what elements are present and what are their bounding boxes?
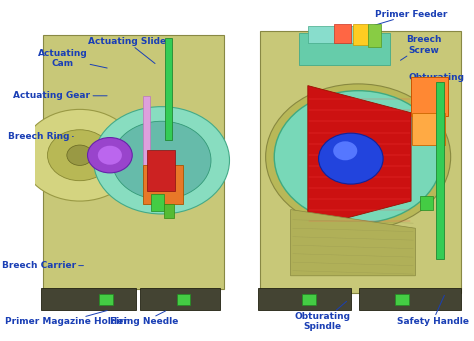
Text: Breech Ring: Breech Ring <box>8 132 73 141</box>
Text: Firing Needle: Firing Needle <box>110 311 179 326</box>
Polygon shape <box>291 210 415 276</box>
Text: Primer Magazine Holder: Primer Magazine Holder <box>5 310 128 326</box>
FancyBboxPatch shape <box>258 288 351 310</box>
Circle shape <box>319 133 383 184</box>
FancyBboxPatch shape <box>353 25 368 45</box>
Text: Obturating
Pad: Obturating Pad <box>409 73 465 97</box>
Text: Breech Carrier: Breech Carrier <box>2 261 83 270</box>
FancyBboxPatch shape <box>177 294 191 305</box>
FancyBboxPatch shape <box>261 31 461 293</box>
FancyBboxPatch shape <box>359 288 461 310</box>
FancyBboxPatch shape <box>412 113 445 145</box>
FancyBboxPatch shape <box>419 196 433 210</box>
Text: Breech
Screw: Breech Screw <box>401 35 442 60</box>
FancyBboxPatch shape <box>147 150 175 191</box>
FancyBboxPatch shape <box>411 77 447 116</box>
Text: Safety Handle: Safety Handle <box>397 295 469 326</box>
Text: Actuating Slide: Actuating Slide <box>88 37 166 63</box>
Polygon shape <box>308 86 411 228</box>
Circle shape <box>333 141 357 160</box>
Text: Obturating
Spindle: Obturating Spindle <box>295 301 351 331</box>
Circle shape <box>112 121 211 199</box>
Circle shape <box>22 109 138 201</box>
FancyBboxPatch shape <box>99 294 113 305</box>
FancyBboxPatch shape <box>43 35 224 290</box>
FancyBboxPatch shape <box>164 38 172 140</box>
FancyBboxPatch shape <box>302 294 316 305</box>
Circle shape <box>274 91 442 223</box>
Circle shape <box>47 130 112 181</box>
FancyBboxPatch shape <box>395 294 409 305</box>
Text: Actuating Gear: Actuating Gear <box>13 91 107 100</box>
FancyBboxPatch shape <box>151 194 164 211</box>
FancyBboxPatch shape <box>144 96 150 170</box>
Circle shape <box>98 146 122 165</box>
Circle shape <box>93 107 229 214</box>
FancyBboxPatch shape <box>41 288 136 310</box>
FancyBboxPatch shape <box>164 205 174 218</box>
Circle shape <box>67 145 93 165</box>
FancyBboxPatch shape <box>140 288 219 310</box>
Circle shape <box>265 84 451 230</box>
Text: Actuating
Cam: Actuating Cam <box>37 49 107 68</box>
FancyBboxPatch shape <box>436 82 444 259</box>
Circle shape <box>88 137 132 173</box>
FancyBboxPatch shape <box>368 25 381 46</box>
FancyBboxPatch shape <box>143 165 182 205</box>
FancyBboxPatch shape <box>334 25 351 43</box>
FancyBboxPatch shape <box>299 33 390 65</box>
Text: Primer Feeder: Primer Feeder <box>369 10 447 27</box>
FancyBboxPatch shape <box>308 26 359 43</box>
